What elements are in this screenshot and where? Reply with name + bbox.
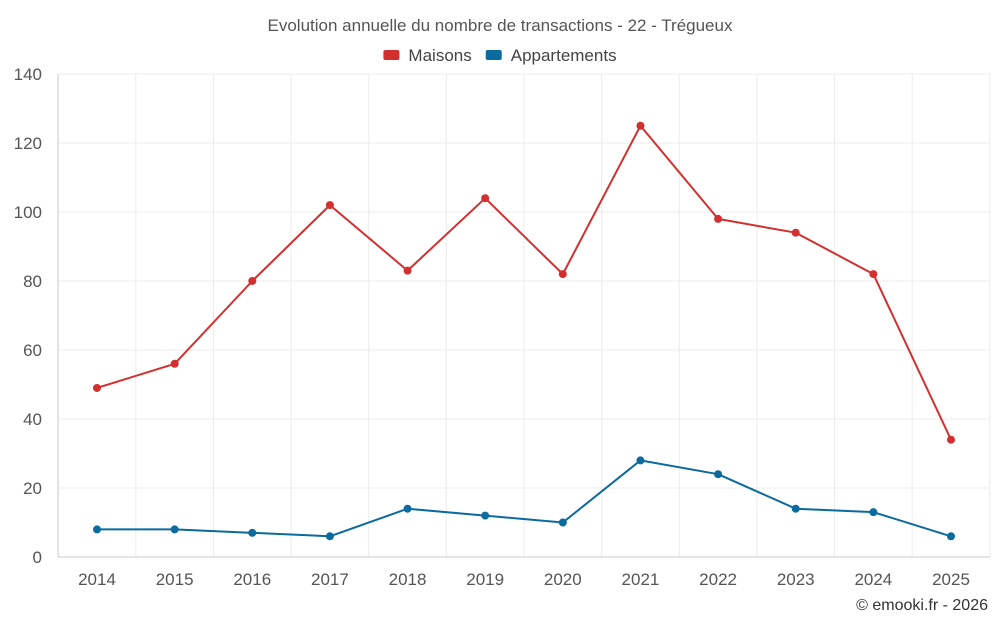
y-tick-label: 0 <box>33 548 42 567</box>
data-point-appartements[interactable] <box>248 528 257 537</box>
y-tick-label: 80 <box>23 272 42 291</box>
legend-item-appartements[interactable]: Appartements <box>485 46 617 65</box>
series-line-appartements <box>97 459 952 538</box>
x-tick-label: 2016 <box>233 570 271 589</box>
x-tick-label: 2014 <box>78 570 116 589</box>
data-point-maisons[interactable] <box>947 435 955 444</box>
y-tick-label: 100 <box>14 203 42 222</box>
legend-swatch <box>383 50 400 60</box>
legend-item-maisons[interactable]: Maisons <box>383 46 472 65</box>
data-point-maisons[interactable] <box>403 266 412 275</box>
data-point-appartements[interactable] <box>481 511 490 520</box>
y-tick-label: 20 <box>23 479 42 498</box>
axes: 0 20 40 60 80 100 120 140 2014 2015 2016 2017 2018 20… <box>14 65 990 589</box>
data-point-maisons[interactable] <box>248 277 257 285</box>
y-tick-label: 60 <box>23 341 42 360</box>
x-tick-label: 2022 <box>699 570 737 589</box>
x-tick-label: 2017 <box>311 570 349 589</box>
data-point-appartements[interactable] <box>93 525 101 534</box>
series-appartements <box>93 456 955 541</box>
data-point-appartements[interactable] <box>170 525 179 534</box>
data-point-appartements[interactable] <box>791 504 800 513</box>
data-point-maisons[interactable] <box>481 194 490 203</box>
data-point-maisons[interactable] <box>558 270 567 279</box>
legend: Maisons Appartements <box>383 46 617 65</box>
x-tick-label: 2019 <box>466 570 504 589</box>
x-tick-label: 2015 <box>156 570 194 589</box>
series-maisons <box>93 121 955 444</box>
x-tick-label: 2023 <box>777 570 815 589</box>
data-point-appartements[interactable] <box>869 508 878 517</box>
data-point-appartements[interactable] <box>325 532 334 541</box>
data-point-appartements[interactable] <box>947 532 955 541</box>
data-point-appartements[interactable] <box>714 470 723 479</box>
series-group <box>93 121 955 541</box>
data-point-maisons[interactable] <box>170 359 179 368</box>
legend-label: Maisons <box>408 46 471 65</box>
y-tick-label: 140 <box>14 65 42 84</box>
data-point-maisons[interactable] <box>714 214 723 223</box>
data-point-maisons[interactable] <box>325 201 334 210</box>
x-tick-label: 2025 <box>932 570 970 589</box>
y-tick-label: 120 <box>14 134 42 153</box>
data-point-maisons[interactable] <box>869 270 878 279</box>
legend-swatch <box>485 50 502 60</box>
chart-title: Evolution annuelle du nombre de transact… <box>268 16 733 35</box>
data-point-appartements[interactable] <box>558 518 567 527</box>
x-tick-label: 2018 <box>389 570 427 589</box>
data-point-maisons[interactable] <box>93 383 101 392</box>
x-tick-label: 2020 <box>544 570 582 589</box>
data-point-appartements[interactable] <box>403 504 412 513</box>
x-tick-label: 2021 <box>622 570 660 589</box>
data-point-maisons[interactable] <box>636 121 645 130</box>
data-point-appartements[interactable] <box>636 456 645 465</box>
legend-label: Appartements <box>511 46 617 65</box>
x-tick-label: 2024 <box>854 570 892 589</box>
y-tick-label: 40 <box>23 410 42 429</box>
data-point-maisons[interactable] <box>791 228 800 237</box>
series-line-maisons <box>96 124 952 441</box>
grid <box>57 73 991 558</box>
credit-text: © emooki.fr - 2026 <box>856 597 988 614</box>
